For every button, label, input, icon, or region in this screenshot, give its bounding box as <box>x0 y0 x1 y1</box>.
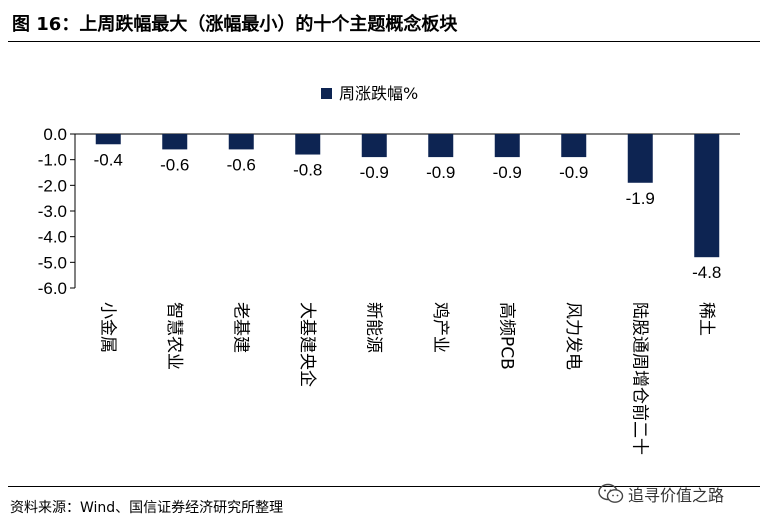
data-label: -1.9 <box>626 189 655 208</box>
category-label: 风力发电 <box>563 302 583 370</box>
data-label: -0.6 <box>160 155 189 174</box>
bar <box>295 134 321 155</box>
data-label: -0.9 <box>360 163 389 182</box>
data-label: -0.9 <box>493 163 522 182</box>
y-tick-label: -3.0 <box>38 202 67 221</box>
data-label: -0.4 <box>94 150 123 169</box>
data-label: -0.9 <box>426 163 455 182</box>
y-tick-label: -6.0 <box>38 279 67 298</box>
category-label: 小金属 <box>97 302 117 353</box>
y-tick-label: -4.0 <box>38 228 67 247</box>
category-label: 陆股通周增仓前二十 <box>629 302 649 455</box>
y-tick-label: 0.0 <box>43 125 67 144</box>
legend-label: 周涨跌幅% <box>339 84 418 103</box>
y-tick-label: -1.0 <box>38 151 67 170</box>
watermark-text: 追寻价值之路 <box>628 486 725 505</box>
data-label: -0.9 <box>559 163 588 182</box>
bar <box>494 134 520 158</box>
source-rule <box>8 486 760 487</box>
data-label: -0.6 <box>227 155 256 174</box>
data-label: -4.8 <box>692 263 721 282</box>
bar <box>561 134 587 158</box>
title-rule <box>8 41 760 42</box>
legend: 周涨跌幅% <box>321 84 418 103</box>
bar <box>361 134 387 158</box>
bar <box>162 134 188 150</box>
category-label: 大基建央企 <box>297 302 317 387</box>
bar <box>428 134 454 158</box>
category-label: 高频PCB <box>496 302 516 370</box>
y-tick-label: -2.0 <box>38 176 67 195</box>
category-label: 鸡产业 <box>430 302 450 353</box>
category-label: 老基建 <box>230 302 250 353</box>
category-label: 智慧农业 <box>164 302 184 370</box>
source-note: 资料来源：Wind、国信证券经济研究所整理 <box>10 500 284 516</box>
watermark: 追寻价值之路 <box>598 482 724 506</box>
legend-swatch <box>321 88 332 99</box>
bar <box>694 134 720 258</box>
y-tick-label: -5.0 <box>38 253 67 272</box>
figure-title: 图 16：上周跌幅最大（涨幅最小）的十个主题概念板块 <box>12 14 458 35</box>
bar <box>228 134 254 150</box>
data-label: -0.8 <box>293 161 322 180</box>
wechat-icon <box>598 483 624 503</box>
bar <box>627 134 653 183</box>
category-label: 新能源 <box>363 302 383 353</box>
bar <box>95 134 121 145</box>
category-label: 稀土 <box>696 302 716 336</box>
